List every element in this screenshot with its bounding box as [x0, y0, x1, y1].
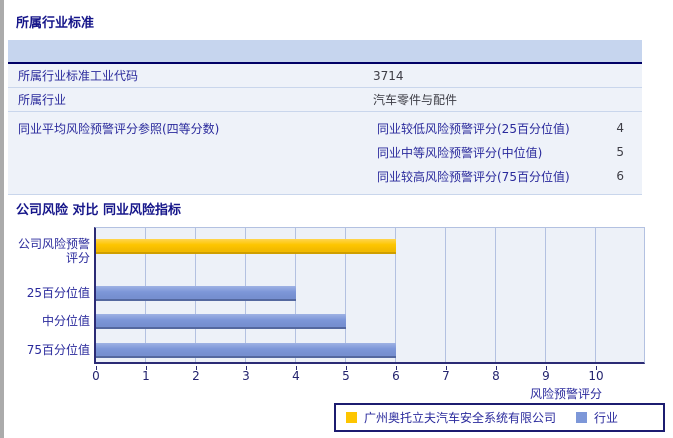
- window-left-edge: [0, 0, 4, 438]
- subrow-25th: 同业较低风险预警评分(25百分位值) 4: [373, 116, 642, 140]
- x-tick-label: 2: [192, 369, 200, 383]
- x-tick-label: 0: [92, 369, 100, 383]
- legend-swatch-company: [346, 412, 357, 423]
- category-label: 公司风险预警评分: [17, 237, 90, 265]
- x-tick-mark: [546, 366, 547, 370]
- quartile-subrows: 同业较低风险预警评分(25百分位值) 4 同业中等风险预警评分(中位值) 5 同…: [373, 116, 642, 188]
- x-tick-mark: [246, 366, 247, 370]
- subrow-label-median: 同业中等风险预警评分(中位值): [377, 145, 543, 160]
- table-row: 所属行业标准工业代码 3714: [8, 64, 642, 88]
- x-axis-title: 风险预警评分: [529, 387, 602, 401]
- section-title-industry-standard: 所属行业标准: [16, 16, 95, 31]
- table-header-band: [8, 40, 642, 64]
- x-tick-mark: [346, 366, 347, 370]
- x-tick-label: 7: [442, 369, 450, 383]
- chart-plot-area: [94, 227, 645, 364]
- x-tick-mark: [596, 366, 597, 370]
- x-tick-label: 5: [342, 369, 350, 383]
- legend-swatch-industry: [576, 412, 588, 423]
- x-tick-label: 4: [292, 369, 300, 383]
- bar-industry-2: [96, 314, 346, 329]
- x-tick-label: 1: [142, 369, 150, 383]
- subrow-label-25th: 同业较低风险预警评分(25百分位值): [377, 121, 570, 136]
- bar-company-0: [96, 239, 396, 254]
- industry-standard-table: 所属行业标准工业代码 3714 所属行业 汽车零件与配件 同业平均风险预警评分参…: [8, 40, 642, 195]
- table-row-quartiles: 同业平均风险预警评分参照(四等分数) 同业较低风险预警评分(25百分位值) 4 …: [8, 112, 642, 195]
- row-label-quartiles: 同业平均风险预警评分参照(四等分数): [18, 122, 220, 136]
- x-tick-mark: [196, 366, 197, 370]
- x-tick-label: 6: [392, 369, 400, 383]
- category-label: 75百分位值: [26, 343, 90, 357]
- row-label-industry-code: 所属行业标准工业代码: [18, 69, 139, 83]
- subrow-75th: 同业较高风险预警评分(75百分位值) 6: [373, 164, 642, 188]
- table-row: 所属行业 汽车零件与配件: [8, 88, 642, 112]
- x-tick-label: 8: [492, 369, 500, 383]
- risk-bar-chart: 公司风险预警评分 25百分位值中分位值 75百分位值 0 1 2 3 4 5 6 7 8 9 10 风险…: [16, 227, 666, 433]
- category-label: 中分位值: [41, 314, 90, 328]
- row-value-industry: 汽车零件与配件: [373, 93, 458, 107]
- x-tick-mark: [496, 366, 497, 370]
- subrow-label-75th: 同业较高风险预警评分(75百分位值): [377, 169, 570, 184]
- report-page: 所属行业标准 所属行业标准工业代码 3714 所属行业 汽车零件与配件 同业平均…: [4, 0, 673, 438]
- legend-label-company: 广州奥托立夫汽车安全系统有限公司: [364, 411, 557, 425]
- row-label-industry: 所属行业: [18, 93, 67, 107]
- section-title-risk-comparison: 公司风险 对比 同业风险指标: [16, 203, 182, 218]
- row-value-industry-code: 3714: [373, 68, 404, 83]
- category-label: 25百分位值: [26, 286, 90, 300]
- x-tick-mark: [146, 366, 147, 370]
- x-tick-label: 3: [242, 369, 250, 383]
- x-tick-mark: [296, 366, 297, 370]
- x-tick-mark: [396, 366, 397, 370]
- x-tick-mark: [446, 366, 447, 370]
- subrow-value-25th: 4: [616, 121, 624, 135]
- legend-label-industry: 行业: [594, 411, 619, 425]
- subrow-value-75th: 6: [616, 169, 624, 183]
- x-tick-mark: [96, 366, 97, 370]
- x-tick-label: 10: [588, 369, 604, 383]
- bar-industry-3: [96, 343, 396, 358]
- chart-legend: 广州奥托立夫汽车安全系统有限公司 行业: [334, 403, 665, 432]
- subrow-median: 同业中等风险预警评分(中位值) 5: [373, 140, 642, 164]
- bar-industry-1: [96, 286, 296, 301]
- subrow-value-median: 5: [616, 145, 624, 159]
- x-tick-label: 9: [542, 369, 550, 383]
